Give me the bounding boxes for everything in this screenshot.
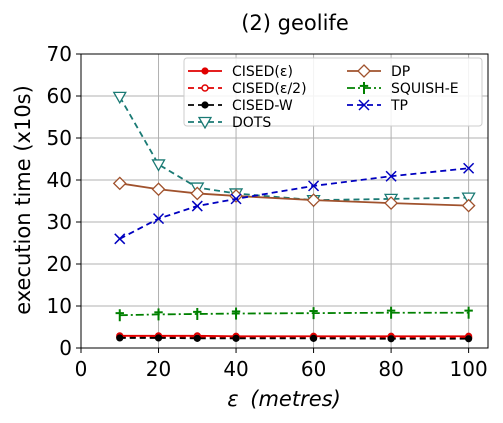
data-point <box>306 193 321 208</box>
series-layer <box>112 91 476 343</box>
legend-entry: CISED(ε/2) <box>188 81 307 97</box>
legend-label: DOTS <box>232 115 271 131</box>
x-tick-label: 20 <box>146 357 171 381</box>
x-tick-label: 100 <box>450 357 488 381</box>
data-point <box>386 306 396 319</box>
x-tick-label: 60 <box>301 357 326 381</box>
data-point <box>308 180 320 192</box>
legend-label: CISED(ε/2) <box>232 81 307 97</box>
legend-entry: CISED-W <box>188 98 293 114</box>
data-point <box>359 82 369 94</box>
data-point <box>231 307 241 320</box>
y-axis-label: execution time (x10s) <box>11 85 35 315</box>
data-point <box>385 170 397 182</box>
data-point <box>461 198 476 213</box>
x-axis-label-unit: (metres) <box>250 387 341 411</box>
x-axis-label-symbol: ε <box>227 387 238 411</box>
data-point <box>190 186 205 201</box>
data-point <box>193 307 202 320</box>
y-tick-label: 50 <box>47 126 72 150</box>
data-point <box>463 162 475 174</box>
data-point <box>191 200 203 212</box>
y-tick-label: 40 <box>47 168 72 192</box>
data-point <box>384 196 399 211</box>
x-ticks: 0 20 40 60 80 100 <box>75 348 488 381</box>
legend-entry: DP <box>347 64 410 80</box>
y-ticks: 0 10 20 30 40 50 60 70 <box>47 42 81 360</box>
series-line <box>119 182 469 207</box>
data-point <box>151 159 166 172</box>
y-tick-label: 60 <box>47 84 72 108</box>
x-tick-label: 80 <box>378 357 403 381</box>
data-point <box>357 64 371 78</box>
legend-entry: CISED(ε) <box>188 64 293 80</box>
legend-label: DP <box>391 64 410 80</box>
series <box>116 334 473 343</box>
legend-entry: TP <box>347 98 408 114</box>
series <box>115 306 473 322</box>
data-point <box>201 101 209 109</box>
data-point <box>464 306 473 319</box>
series <box>114 162 475 245</box>
data-point <box>230 193 242 205</box>
series <box>112 176 476 213</box>
y-tick-label: 20 <box>47 252 72 276</box>
legend-label: CISED(ε) <box>232 64 293 80</box>
x-tick-label: 40 <box>223 357 248 381</box>
data-point <box>116 334 124 342</box>
data-point <box>465 335 473 343</box>
series-line <box>119 311 469 317</box>
chart-title: (2) geolife <box>241 11 349 35</box>
legend-entry: DOTS <box>188 115 271 131</box>
x-tick-label: 0 <box>75 357 88 381</box>
data-point <box>461 192 476 205</box>
data-point <box>197 116 213 130</box>
data-point <box>309 334 318 342</box>
data-point <box>114 233 126 245</box>
y-tick-label: 10 <box>47 294 72 318</box>
data-point <box>112 91 127 105</box>
data-point <box>358 99 370 111</box>
data-point <box>193 334 201 342</box>
data-point <box>387 335 395 343</box>
legend-entry: SQUISH-E <box>347 81 459 97</box>
data-point <box>201 84 209 92</box>
y-tick-label: 30 <box>47 210 72 234</box>
legend-box <box>183 57 483 127</box>
x-axis-label: ε (metres) <box>227 387 341 411</box>
data-point <box>112 176 127 191</box>
legend-label: SQUISH-E <box>391 81 459 97</box>
legend-label: CISED-W <box>232 98 293 114</box>
data-point <box>115 309 124 322</box>
y-tick-label: 70 <box>47 42 72 66</box>
data-point <box>154 334 163 342</box>
data-point <box>232 334 240 342</box>
y-tick-label: 0 <box>59 336 72 360</box>
data-point <box>154 308 163 321</box>
data-point <box>309 307 318 320</box>
data-point <box>201 67 209 75</box>
data-point <box>152 213 165 225</box>
plot-frame <box>80 53 489 349</box>
legend-label: TP <box>390 98 408 114</box>
data-point <box>151 182 166 197</box>
series-line <box>119 337 469 340</box>
